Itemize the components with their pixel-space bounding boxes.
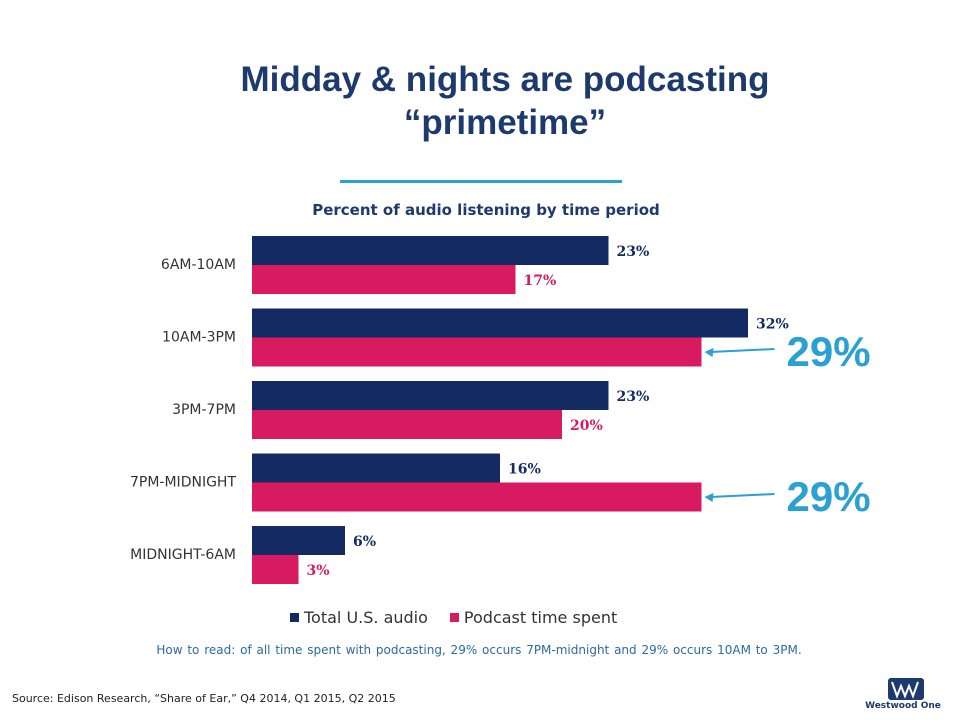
callout-arrowhead xyxy=(704,348,714,357)
source-note: Source: Edison Research, “Share of Ear,”… xyxy=(12,692,396,705)
data-label: 20% xyxy=(570,418,603,434)
legend-swatch-total xyxy=(290,613,299,622)
data-label: 3% xyxy=(307,563,330,579)
data-label: 32% xyxy=(756,317,789,333)
data-label: 23% xyxy=(617,389,650,405)
callout-arrow-line xyxy=(710,493,775,498)
chart-legend: Total U.S. audio Podcast time spent xyxy=(290,608,639,627)
data-label: 6% xyxy=(353,534,376,550)
legend-swatch-podcast xyxy=(449,613,459,622)
legend-item-total: Total U.S. audio xyxy=(290,608,428,627)
data-label: 23% xyxy=(617,244,650,260)
title-divider xyxy=(340,180,622,183)
callout-label: 29% xyxy=(787,473,871,520)
bar xyxy=(252,308,748,338)
how-to-read-note: How to read: of all time spent with podc… xyxy=(156,643,802,657)
bar xyxy=(252,453,500,483)
legend-label-total: Total U.S. audio xyxy=(304,608,428,627)
bar xyxy=(252,381,609,410)
category-label: MIDNIGHT-6AM xyxy=(130,547,236,563)
legend-label-podcast: Podcast time spent xyxy=(463,608,618,627)
page-title: Midday & nights are podcasting “primetim… xyxy=(0,58,960,144)
title-line-2: “primetime” xyxy=(403,103,607,142)
bar xyxy=(252,482,702,512)
bar xyxy=(252,410,562,439)
bar xyxy=(252,526,345,555)
chart-subtitle: Percent of audio listening by time perio… xyxy=(312,201,660,219)
bar xyxy=(252,236,609,265)
callout-label: 29% xyxy=(787,328,871,375)
callout-arrowhead xyxy=(704,493,714,502)
category-label: 6AM-10AM xyxy=(161,257,236,273)
bar xyxy=(252,337,702,367)
bar xyxy=(252,555,299,584)
data-label: 16% xyxy=(508,462,541,478)
legend-item-podcast: Podcast time spent xyxy=(449,608,618,627)
category-label: 7PM-MIDNIGHT xyxy=(130,475,236,491)
logo-text: Westwood One xyxy=(865,701,941,711)
westwood-one-logo-icon xyxy=(888,678,924,700)
title-line-1: Midday & nights are podcasting xyxy=(240,60,770,99)
data-label: 17% xyxy=(524,273,557,289)
category-label: 3PM-7PM xyxy=(172,402,236,418)
callout-arrow-line xyxy=(710,348,775,353)
category-label: 10AM-3PM xyxy=(162,330,236,346)
bar xyxy=(252,265,516,294)
